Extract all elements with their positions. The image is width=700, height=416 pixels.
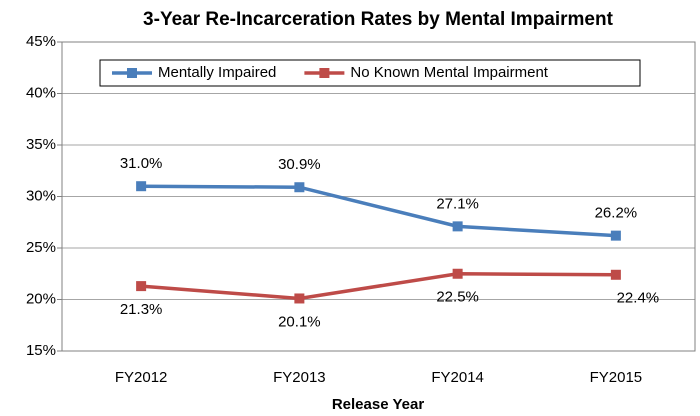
series-line [141,184,616,238]
y-tick-label: 45% [26,33,56,50]
y-tick-label: 30% [26,187,56,204]
plot-border [61,41,696,352]
marker [610,269,621,280]
data-label: 26.2% [595,205,638,222]
data-label: 31.0% [120,155,163,172]
y-tick-label: 25% [26,239,56,256]
y-tick-label: 35% [26,136,56,153]
legend-label: No Known Mental Impairment [350,64,548,81]
marker [136,181,147,192]
data-label: 22.5% [436,289,479,306]
marker [136,281,147,292]
x-tick-label: FY2014 [431,369,484,386]
y-tick-label: 40% [26,84,56,101]
marker [294,293,305,304]
data-label: 22.4% [617,290,660,307]
x-axis-label: Release Year [332,396,424,413]
x-tick-label: FY2012 [115,369,168,386]
y-tick-label: 15% [26,342,56,359]
legend-label: Mentally Impaired [158,64,276,81]
chart-title: 3-Year Re-Incarceration Rates by Mental … [143,9,614,30]
data-label: 27.1% [436,195,479,212]
data-label: 20.1% [278,313,321,330]
legend-marker [127,68,137,78]
data-label: 21.3% [120,301,163,318]
x-tick-label: FY2013 [273,369,326,386]
legend-box [99,59,641,87]
marker [452,221,463,232]
x-tick-label: FY2015 [590,369,643,386]
legend-marker [319,68,330,78]
marker [294,182,305,193]
data-label: 30.9% [278,156,321,173]
y-tick-label: 20% [26,290,56,307]
series-line [140,271,616,301]
marker [610,230,621,241]
marker [452,268,463,279]
